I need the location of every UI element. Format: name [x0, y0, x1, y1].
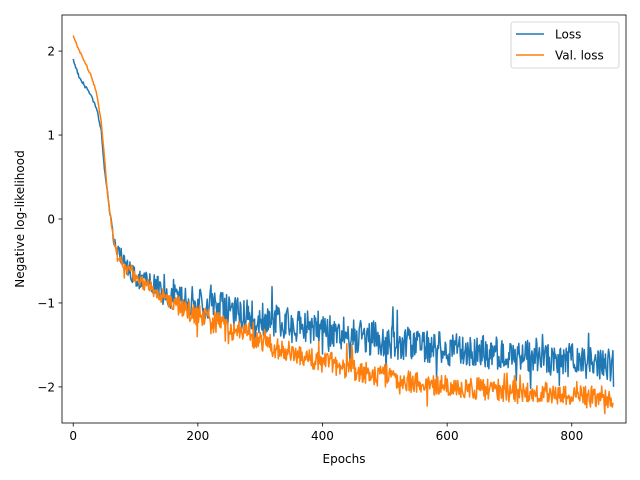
y-tick-label: −1: [37, 296, 55, 310]
plot-area: [72, 35, 615, 415]
legend-label: Val. loss: [555, 49, 604, 63]
series-line-val-loss: [72, 35, 614, 415]
y-tick-label: −2: [37, 380, 55, 394]
y-tick-label: 1: [47, 129, 55, 143]
x-tick-label: 400: [311, 429, 334, 443]
legend-label: Loss: [555, 28, 581, 42]
y-axis-label: Negative log-likelihood: [13, 150, 27, 287]
series-line-loss: [72, 58, 615, 390]
x-tick-label: 600: [436, 429, 459, 443]
y-axis-ticks: 2 1 0 −1 −2: [37, 45, 62, 394]
x-axis-ticks: 0 200 400 600 800: [69, 423, 583, 443]
y-tick-label: 0: [47, 213, 55, 227]
x-axis-label: Epochs: [323, 452, 366, 466]
legend: Loss Val. loss: [510, 21, 620, 69]
x-tick-label: 200: [186, 429, 209, 443]
x-tick-label: 0: [69, 429, 77, 443]
y-tick-label: 2: [47, 45, 55, 59]
x-tick-label: 800: [560, 429, 583, 443]
